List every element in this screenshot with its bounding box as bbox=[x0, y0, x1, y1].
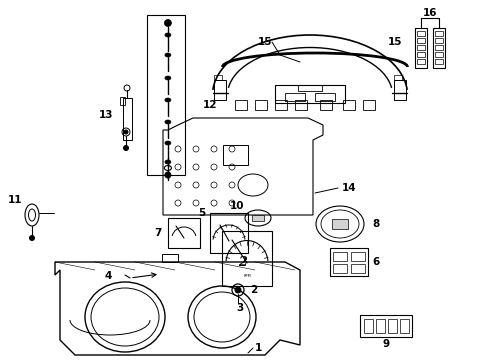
Bar bbox=[332, 219, 348, 229]
Bar bbox=[214, 80, 226, 100]
Bar bbox=[210, 213, 248, 253]
Ellipse shape bbox=[165, 53, 171, 57]
Bar bbox=[364, 319, 373, 333]
Circle shape bbox=[29, 235, 34, 240]
Bar bbox=[298, 85, 322, 91]
Bar bbox=[162, 254, 178, 262]
Bar bbox=[360, 315, 412, 337]
Bar bbox=[400, 319, 409, 333]
Bar bbox=[343, 100, 355, 110]
Text: 11: 11 bbox=[7, 195, 22, 205]
Text: 2: 2 bbox=[250, 285, 257, 295]
Bar bbox=[435, 38, 443, 43]
Bar bbox=[333, 252, 347, 261]
Bar bbox=[223, 145, 248, 165]
Bar bbox=[275, 100, 287, 110]
Circle shape bbox=[235, 287, 241, 293]
Text: 15: 15 bbox=[258, 37, 272, 47]
Text: 14: 14 bbox=[342, 183, 357, 193]
Text: 5: 5 bbox=[198, 208, 205, 218]
Text: RPM: RPM bbox=[243, 274, 251, 278]
Bar bbox=[275, 85, 345, 103]
Bar bbox=[255, 100, 267, 110]
Text: 4: 4 bbox=[105, 271, 112, 281]
Bar bbox=[168, 218, 200, 248]
Text: 16: 16 bbox=[423, 8, 437, 18]
Text: 7: 7 bbox=[155, 228, 162, 238]
Text: 15: 15 bbox=[388, 37, 402, 47]
Bar bbox=[435, 45, 443, 50]
Circle shape bbox=[165, 19, 172, 27]
Text: 3: 3 bbox=[236, 303, 244, 313]
Bar bbox=[235, 100, 247, 110]
Circle shape bbox=[123, 145, 128, 150]
Text: 6: 6 bbox=[372, 257, 379, 267]
Bar bbox=[285, 93, 305, 101]
Bar bbox=[147, 15, 185, 175]
Bar bbox=[417, 31, 425, 36]
Bar bbox=[388, 319, 397, 333]
Bar bbox=[315, 93, 335, 101]
Text: 9: 9 bbox=[382, 339, 390, 349]
Bar bbox=[120, 97, 125, 105]
Bar bbox=[123, 98, 132, 140]
Ellipse shape bbox=[165, 33, 171, 37]
Ellipse shape bbox=[165, 76, 171, 80]
Ellipse shape bbox=[165, 141, 171, 145]
Bar bbox=[394, 75, 402, 80]
Bar bbox=[330, 248, 368, 276]
Bar bbox=[415, 28, 427, 68]
Bar bbox=[351, 252, 365, 261]
Bar bbox=[435, 31, 443, 36]
Text: 13: 13 bbox=[98, 110, 113, 120]
Text: 12: 12 bbox=[203, 100, 218, 110]
Bar bbox=[433, 28, 445, 68]
Ellipse shape bbox=[165, 98, 171, 102]
Bar bbox=[417, 59, 425, 64]
Bar bbox=[435, 52, 443, 57]
Circle shape bbox=[165, 172, 171, 178]
Ellipse shape bbox=[165, 120, 171, 124]
Ellipse shape bbox=[165, 160, 171, 164]
Bar bbox=[417, 45, 425, 50]
Circle shape bbox=[124, 130, 128, 134]
Bar bbox=[363, 100, 375, 110]
Bar bbox=[252, 215, 264, 221]
Text: 10: 10 bbox=[229, 201, 244, 211]
Bar bbox=[214, 75, 222, 80]
Bar bbox=[320, 100, 332, 110]
Text: 2: 2 bbox=[238, 256, 246, 270]
Text: 8: 8 bbox=[372, 219, 379, 229]
Bar bbox=[435, 59, 443, 64]
Bar bbox=[417, 38, 425, 43]
Bar bbox=[417, 52, 425, 57]
Bar bbox=[222, 230, 272, 285]
Bar bbox=[351, 264, 365, 273]
Text: 1: 1 bbox=[255, 343, 262, 353]
Bar bbox=[333, 264, 347, 273]
Bar bbox=[394, 80, 406, 100]
Bar bbox=[295, 100, 307, 110]
Bar bbox=[376, 319, 385, 333]
